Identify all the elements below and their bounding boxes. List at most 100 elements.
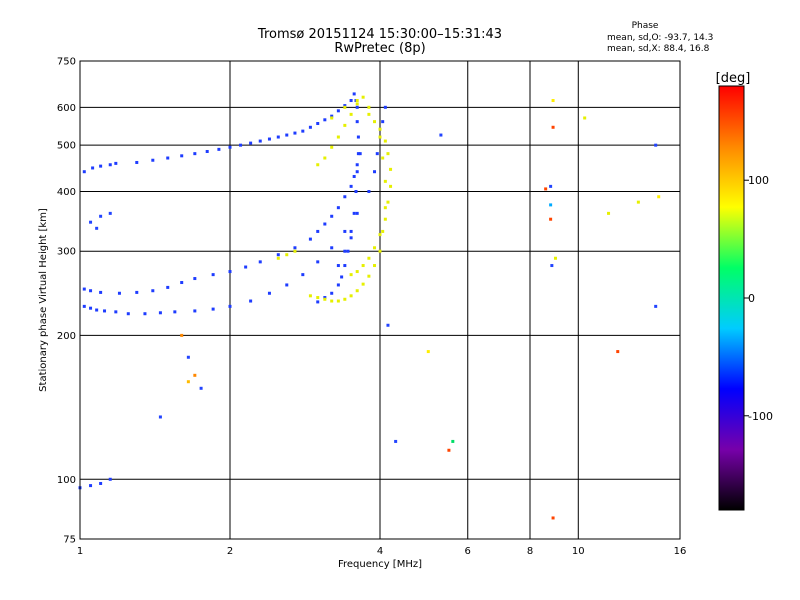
- data-point-O: [316, 229, 320, 233]
- data-point-O: [323, 296, 327, 300]
- data-point-O: [126, 312, 130, 316]
- data-point-X: [373, 264, 377, 268]
- data-point-O: [336, 283, 340, 287]
- data-point-O: [355, 211, 359, 215]
- data-point-X: [367, 256, 371, 260]
- x-tick-label: 16: [674, 546, 687, 557]
- data-point-O: [82, 287, 86, 291]
- data-point-O: [285, 283, 289, 287]
- data-point-X: [355, 99, 359, 103]
- colorbar-tick-label: -100: [748, 410, 773, 423]
- data-point-scattered: [199, 386, 203, 390]
- data-point-O: [99, 290, 103, 294]
- data-point-X: [276, 256, 280, 260]
- colorbar-label: [deg]: [716, 71, 751, 86]
- data-point-O: [258, 260, 262, 264]
- x-tick-label: 1: [77, 546, 83, 557]
- data-point-X: [330, 145, 334, 149]
- data-point-X: [308, 294, 312, 298]
- data-point-O: [383, 105, 387, 109]
- data-point-O: [108, 163, 112, 167]
- y-tick-label: 200: [57, 331, 76, 342]
- x-axis-label: Frequency [MHz]: [338, 559, 422, 570]
- y-tick-label: 75: [63, 535, 76, 546]
- data-point-O: [151, 158, 155, 162]
- data-point-O: [308, 125, 312, 129]
- data-point-scattered: [108, 211, 112, 215]
- data-point-X: [383, 206, 387, 210]
- data-point-O: [89, 484, 93, 488]
- data-point-O: [143, 312, 147, 316]
- data-point-O: [82, 304, 86, 308]
- data-point-X: [293, 249, 297, 253]
- data-point-X: [323, 297, 327, 301]
- data-point-O: [323, 118, 327, 122]
- data-point-O: [267, 137, 271, 141]
- colorbar-ticks: 100 0 -100: [744, 174, 773, 423]
- data-point-X: [367, 274, 371, 278]
- data-point-X: [316, 163, 320, 167]
- data-point-O: [239, 143, 243, 147]
- y-tick-label: 300: [57, 247, 76, 258]
- x-tick-label: 4: [377, 546, 383, 557]
- phase-stats-line1: mean, sd,O: -93.7, 14.3: [607, 33, 714, 43]
- data-point-O: [316, 122, 320, 126]
- grid-lines: [80, 61, 680, 539]
- data-point-O: [258, 139, 262, 143]
- data-point-X: [381, 229, 385, 233]
- data-point-X: [373, 246, 377, 250]
- data-point-scattered: [616, 350, 620, 354]
- data-point-O: [323, 222, 327, 226]
- data-point-O: [358, 152, 362, 156]
- data-point-scattered: [549, 217, 553, 221]
- data-point-O: [301, 273, 305, 277]
- data-point-X: [336, 299, 340, 303]
- data-point-O: [352, 92, 356, 96]
- data-point-O: [108, 477, 112, 481]
- data-point-O: [349, 236, 353, 240]
- data-point-scattered: [439, 133, 443, 137]
- data-point-X: [349, 294, 353, 298]
- data-point-O: [91, 166, 95, 170]
- data-point-scattered: [451, 439, 455, 443]
- data-point-X: [383, 139, 387, 143]
- data-point-X: [583, 116, 587, 120]
- data-point-O: [285, 133, 289, 137]
- data-point-X: [361, 264, 365, 268]
- data-point-scattered: [394, 439, 398, 443]
- data-point-O: [99, 481, 103, 485]
- data-point-O: [340, 275, 344, 279]
- data-point-scattered: [386, 323, 390, 327]
- data-point-X: [316, 296, 320, 300]
- data-point-X: [389, 167, 393, 171]
- data-point-O: [211, 273, 215, 277]
- data-point-O: [336, 206, 340, 210]
- data-point-O: [276, 135, 280, 139]
- data-point-X: [389, 184, 393, 188]
- data-point-X: [386, 152, 390, 156]
- data-point-O: [135, 160, 139, 164]
- data-point-scattered: [551, 516, 555, 520]
- data-point-X: [349, 112, 353, 116]
- chart-title-line1: Tromsø 20151124 15:30:00–15:31:43: [257, 27, 503, 42]
- data-point-X: [336, 135, 340, 139]
- data-point-O: [330, 291, 334, 295]
- y-tick-label: 600: [57, 103, 76, 114]
- data-point-scattered: [447, 448, 451, 452]
- data-point-O: [103, 309, 107, 313]
- data-point-O: [114, 161, 118, 165]
- y-tick-label: 500: [57, 141, 76, 152]
- data-point-X: [323, 156, 327, 160]
- data-point-O: [99, 164, 103, 168]
- data-point-O: [330, 214, 334, 218]
- data-point-O: [193, 309, 197, 313]
- data-point-X: [343, 123, 347, 127]
- data-point-O: [355, 170, 359, 174]
- data-point-scattered: [550, 264, 554, 268]
- data-point-X: [607, 211, 611, 215]
- data-point-X: [343, 297, 347, 301]
- y-tick-label: 100: [57, 475, 76, 486]
- data-point-O: [308, 237, 312, 241]
- data-point-O: [349, 99, 353, 103]
- data-point-scattered: [89, 220, 93, 224]
